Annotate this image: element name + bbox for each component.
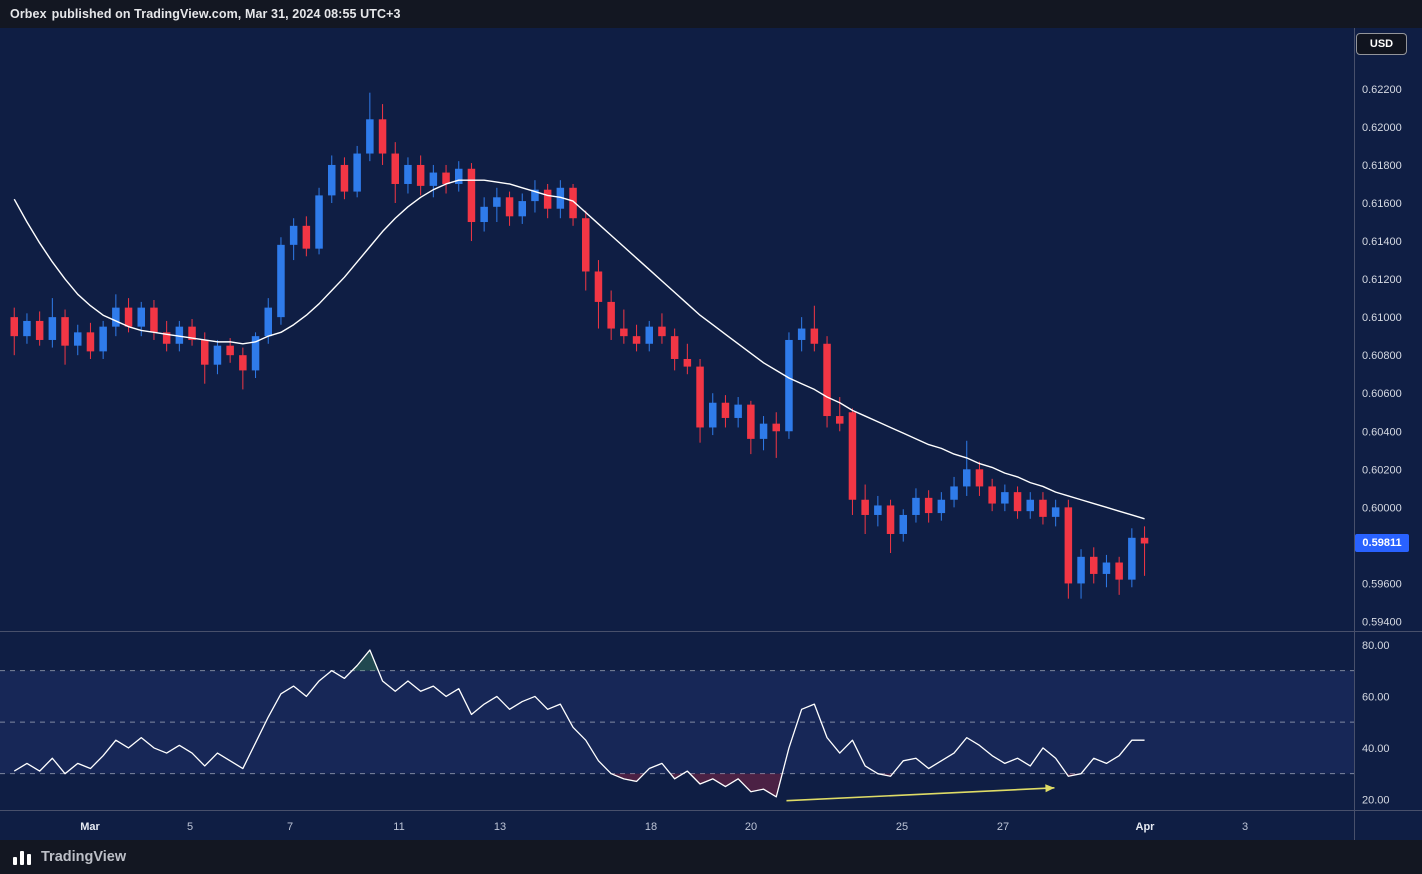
svg-text:Mar: Mar <box>80 821 100 833</box>
attribution-bar: Orbex published on TradingView.com, Mar … <box>0 0 1422 28</box>
tradingview-wordmark[interactable]: TradingView <box>41 849 127 865</box>
svg-text:5: 5 <box>187 821 193 833</box>
svg-text:0.61600: 0.61600 <box>1362 198 1402 210</box>
chart-canvas[interactable]: 0.62200 0.62000 0.61800 0.61600 0.61400 0.612… <box>0 28 1422 840</box>
svg-text:0.61400: 0.61400 <box>1362 236 1402 248</box>
time-axis[interactable]: Mar 5 7 11 13 18 20 25 27 Apr 3 <box>80 821 1248 833</box>
svg-text:0.62200: 0.62200 <box>1362 84 1402 96</box>
svg-text:80.00: 80.00 <box>1362 640 1390 652</box>
svg-text:0.59400: 0.59400 <box>1362 616 1402 628</box>
svg-text:20: 20 <box>745 821 757 833</box>
svg-text:0.60000: 0.60000 <box>1362 502 1402 514</box>
tradingview-logo-icon[interactable] <box>12 847 32 867</box>
svg-text:60.00: 60.00 <box>1362 691 1390 703</box>
svg-text:40.00: 40.00 <box>1362 743 1390 755</box>
rsi-band <box>0 670 1354 774</box>
pane-separators <box>0 28 1422 840</box>
svg-text:0.61800: 0.61800 <box>1362 160 1402 172</box>
svg-text:20.00: 20.00 <box>1362 794 1390 806</box>
svg-text:7: 7 <box>287 821 293 833</box>
svg-text:27: 27 <box>997 821 1009 833</box>
svg-text:Apr: Apr <box>1136 821 1156 833</box>
moving-average-line <box>13 179 1145 520</box>
svg-text:3: 3 <box>1242 821 1248 833</box>
last-price-label: 0.59811 <box>1355 534 1409 552</box>
attribution-text: published on TradingView.com, Mar 31, 20… <box>51 7 401 21</box>
svg-text:25: 25 <box>896 821 908 833</box>
publisher-name: Orbex <box>10 7 47 21</box>
candlesticks <box>10 92 1149 599</box>
chart-area: 0.62200 0.62000 0.61800 0.61600 0.61400 0.612… <box>0 28 1422 840</box>
svg-text:0.61200: 0.61200 <box>1362 274 1402 286</box>
svg-text:0.60200: 0.60200 <box>1362 464 1402 476</box>
svg-text:13: 13 <box>494 821 506 833</box>
divergence-arrow <box>786 784 1055 802</box>
svg-text:0.60800: 0.60800 <box>1362 350 1402 362</box>
footer-bar: TradingView <box>0 840 1422 874</box>
svg-text:0.60600: 0.60600 <box>1362 388 1402 400</box>
currency-button[interactable]: USD <box>1356 33 1407 55</box>
rsi-axis[interactable]: 80.00 60.00 40.00 20.00 <box>1362 640 1390 807</box>
svg-text:0.62000: 0.62000 <box>1362 122 1402 134</box>
price-axis[interactable]: 0.62200 0.62000 0.61800 0.61600 0.61400 0.612… <box>1362 84 1402 629</box>
svg-text:0.59600: 0.59600 <box>1362 578 1402 590</box>
rsi-line <box>13 649 1145 798</box>
svg-text:0.61000: 0.61000 <box>1362 312 1402 324</box>
svg-text:0.60400: 0.60400 <box>1362 426 1402 438</box>
svg-text:11: 11 <box>393 821 404 833</box>
svg-text:18: 18 <box>645 821 657 833</box>
